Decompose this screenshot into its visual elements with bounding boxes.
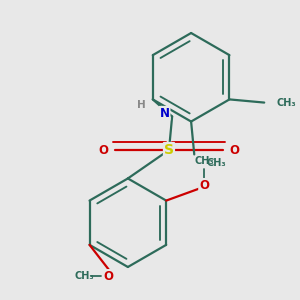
Text: H: H xyxy=(137,100,146,110)
Text: CH₃: CH₃ xyxy=(194,156,214,167)
Text: N: N xyxy=(160,107,170,120)
Text: CH₃: CH₃ xyxy=(207,158,226,168)
Text: CH₃: CH₃ xyxy=(277,98,296,108)
Text: O: O xyxy=(99,143,109,157)
Text: S: S xyxy=(164,143,174,157)
Text: O: O xyxy=(199,179,209,192)
Text: O: O xyxy=(229,143,239,157)
Text: O: O xyxy=(103,270,113,283)
Text: CH₃: CH₃ xyxy=(74,272,94,281)
